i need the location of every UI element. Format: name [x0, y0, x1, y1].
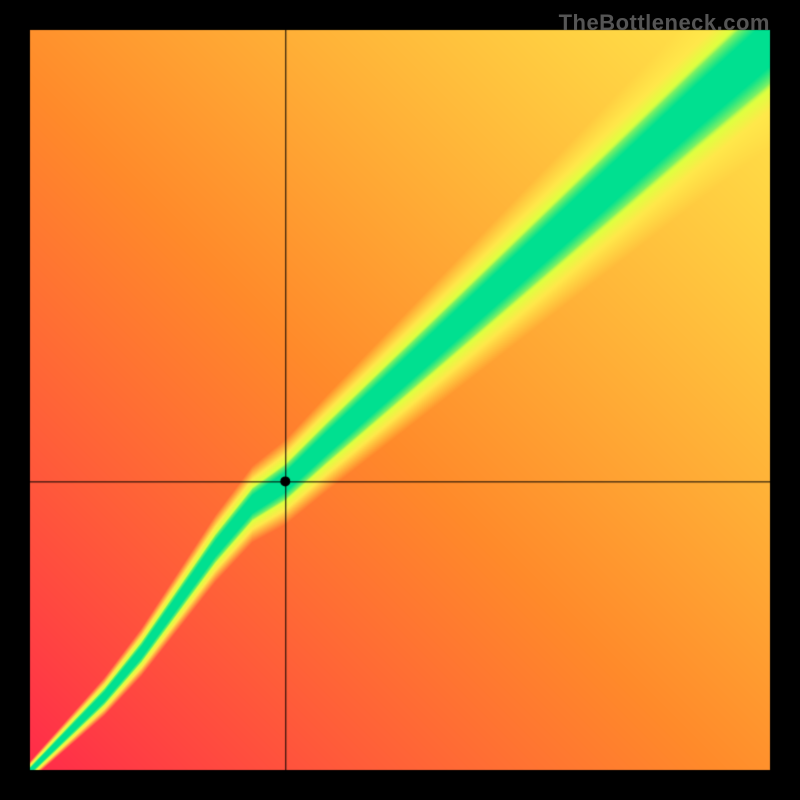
watermark-text: TheBottleneck.com [559, 10, 770, 36]
heatmap-canvas [0, 0, 800, 800]
